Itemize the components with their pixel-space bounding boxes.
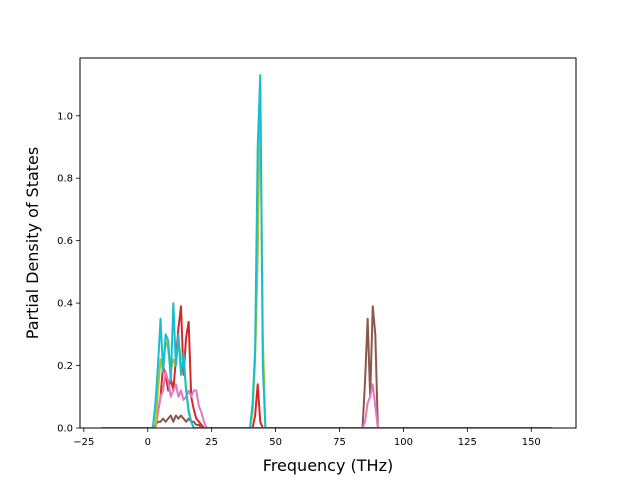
- series-line-5: [101, 74, 552, 428]
- x-tick-label: 75: [333, 437, 346, 448]
- x-tick-label: 0: [145, 437, 151, 448]
- y-tick-label: 1.0: [57, 111, 73, 122]
- y-axis-label: Partial Density of States: [23, 147, 42, 339]
- y-tick-label: 0.4: [57, 299, 73, 310]
- x-axis-label: Frequency (THz): [263, 456, 393, 475]
- y-tick-label: 0.8: [57, 174, 73, 185]
- x-tick-label: 50: [269, 437, 282, 448]
- y-axis-ticks: 0.0 0.2 0.4 0.6 0.8 1.0: [57, 111, 80, 435]
- series-layer: [101, 74, 552, 428]
- x-axis-ticks: −25 0 25 50 75 100 125 150: [73, 428, 541, 448]
- plot-frame: [79, 57, 577, 429]
- y-tick-label: 0.6: [57, 236, 73, 247]
- y-tick-label: 0.0: [57, 424, 73, 435]
- x-tick-label: 25: [205, 437, 218, 448]
- plot-area: [101, 74, 552, 428]
- x-tick-label: 100: [394, 437, 413, 448]
- x-tick-label: 125: [458, 437, 477, 448]
- series-line-3: [101, 370, 552, 428]
- series-line-2: [101, 305, 552, 428]
- x-tick-label: 150: [522, 437, 541, 448]
- y-tick-label: 0.2: [57, 361, 73, 372]
- x-tick-label: −25: [73, 437, 94, 448]
